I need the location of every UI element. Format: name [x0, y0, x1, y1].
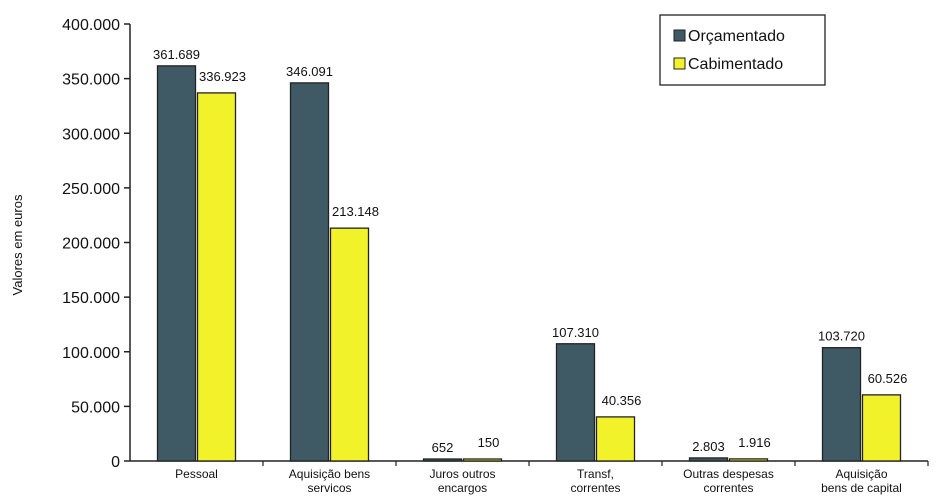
x-category-label-line: Aquisição bens	[289, 467, 370, 481]
legend-swatch	[673, 57, 686, 70]
data-label: 60.526	[868, 371, 908, 386]
y-tick-label: 0	[111, 454, 120, 471]
y-tick-label: 100.000	[62, 345, 120, 362]
data-label: 346.091	[286, 64, 333, 79]
x-category-label: Aquisição bens de capital	[821, 467, 902, 495]
bar-orcamentado	[156, 65, 197, 462]
bars: 361.689 336.923 346.091 213.148 652 150 107.31…	[153, 47, 908, 462]
x-category-label-line: Transf,	[577, 467, 614, 481]
bar-orcamentado	[422, 458, 463, 462]
x-category-label-line: servicos	[307, 481, 351, 495]
data-label: 103.720	[818, 329, 865, 344]
y-tick-label: 300.000	[62, 126, 120, 143]
x-category-label-line: correntes	[703, 481, 753, 495]
x-category-label-line: encargos	[438, 481, 487, 495]
data-label: 213.148	[332, 204, 379, 219]
data-label: 150	[478, 435, 500, 450]
x-category-label-line: correntes	[570, 481, 620, 495]
bar-orcamentado	[688, 457, 729, 462]
bar-orcamentado	[555, 343, 596, 462]
data-label: 2.803	[692, 439, 725, 454]
legend-swatch	[673, 29, 686, 42]
y-tick-label: 150.000	[62, 290, 120, 307]
x-category-label-line: Pessoal	[175, 467, 218, 481]
bar-cabimentado	[595, 416, 636, 462]
bar-cabimentado	[728, 458, 769, 462]
y-axis-title: Valores em euros	[10, 194, 25, 295]
y-tick-label: 50.000	[71, 399, 120, 416]
data-label: 652	[432, 440, 454, 455]
data-label: 361.689	[153, 47, 200, 62]
x-category-label: Outras despesas correntes	[683, 467, 774, 495]
data-label: 1.916	[738, 435, 771, 450]
data-label: 336.923	[199, 69, 246, 84]
y-tick-label: 250.000	[62, 181, 120, 198]
x-category-label-line: Aquisição	[835, 467, 887, 481]
x-axis: Pessoal Aquisição bens servicos Juros outro…	[130, 460, 929, 495]
y-axis: 0 50.000 100.000 150.000 200.000 250.000 300.0…	[62, 17, 131, 471]
data-label: 40.356	[602, 393, 642, 408]
x-category-label: Juros outros encargos	[429, 467, 495, 495]
x-category-label-line: Juros outros	[429, 467, 495, 481]
legend-box	[659, 14, 826, 86]
bar-cabimentado	[462, 458, 503, 462]
x-category-label-line: Outras despesas	[683, 467, 774, 481]
bar-orcamentado	[821, 347, 862, 462]
y-tick-label: 350.000	[62, 72, 120, 89]
bar-cabimentado	[861, 394, 902, 462]
y-tick-label: 200.000	[62, 236, 120, 253]
legend-label: Cabimentado	[688, 56, 783, 73]
bar-cabimentado	[196, 92, 237, 462]
legend: Orçamentado Cabimentado	[659, 14, 826, 86]
bar-cabimentado	[329, 227, 370, 462]
data-label: 107.310	[552, 325, 599, 340]
bar-orcamentado	[289, 82, 330, 462]
legend-label: Orçamentado	[688, 28, 785, 45]
x-category-label: Transf, correntes	[570, 467, 620, 495]
y-tick-label: 400.000	[62, 17, 120, 34]
x-category-label: Pessoal	[175, 467, 218, 481]
x-category-label-line: bens de capital	[821, 481, 902, 495]
x-category-label: Aquisição bens servicos	[289, 467, 370, 495]
